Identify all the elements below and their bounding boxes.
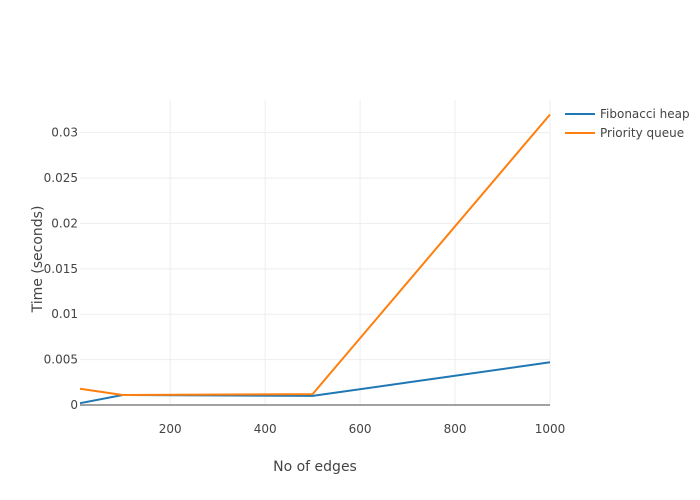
x-tick-label: 400 [254, 422, 277, 436]
y-tick-label: 0.03 [51, 126, 78, 140]
legend-item[interactable]: Priority queue [565, 126, 684, 140]
gridlines [80, 100, 551, 405]
y-tick-label: 0.025 [44, 171, 78, 185]
legend[interactable]: Fibonacci heap Priority queue [565, 107, 690, 140]
series-line-priority-queue [79, 113, 551, 396]
x-tick-label: 1000 [535, 422, 566, 436]
y-tick-label: 0.015 [44, 262, 78, 276]
y-tick-label: 0.005 [44, 353, 78, 367]
x-tick-label: 800 [444, 422, 467, 436]
y-tick-label: 0.02 [51, 216, 78, 230]
x-tick-label: 600 [349, 422, 372, 436]
x-axis-title: No of edges [273, 459, 357, 475]
series-line-fibonacci-heap [79, 361, 551, 405]
series-lines [79, 113, 551, 405]
x-tick-labels: 200 400 600 800 1000 [159, 422, 566, 436]
x-tick-label: 200 [159, 422, 182, 436]
y-tick-label: 0 [70, 398, 78, 412]
legend-label: Priority queue [600, 126, 684, 140]
y-tick-label: 0.01 [51, 307, 78, 321]
y-tick-labels: 0 0.005 0.01 0.015 0.02 0.025 0.03 [44, 126, 78, 412]
y-axis-title: Time (seconds) [30, 206, 46, 314]
legend-label: Fibonacci heap [600, 107, 690, 121]
legend-item[interactable]: Fibonacci heap [565, 107, 690, 121]
